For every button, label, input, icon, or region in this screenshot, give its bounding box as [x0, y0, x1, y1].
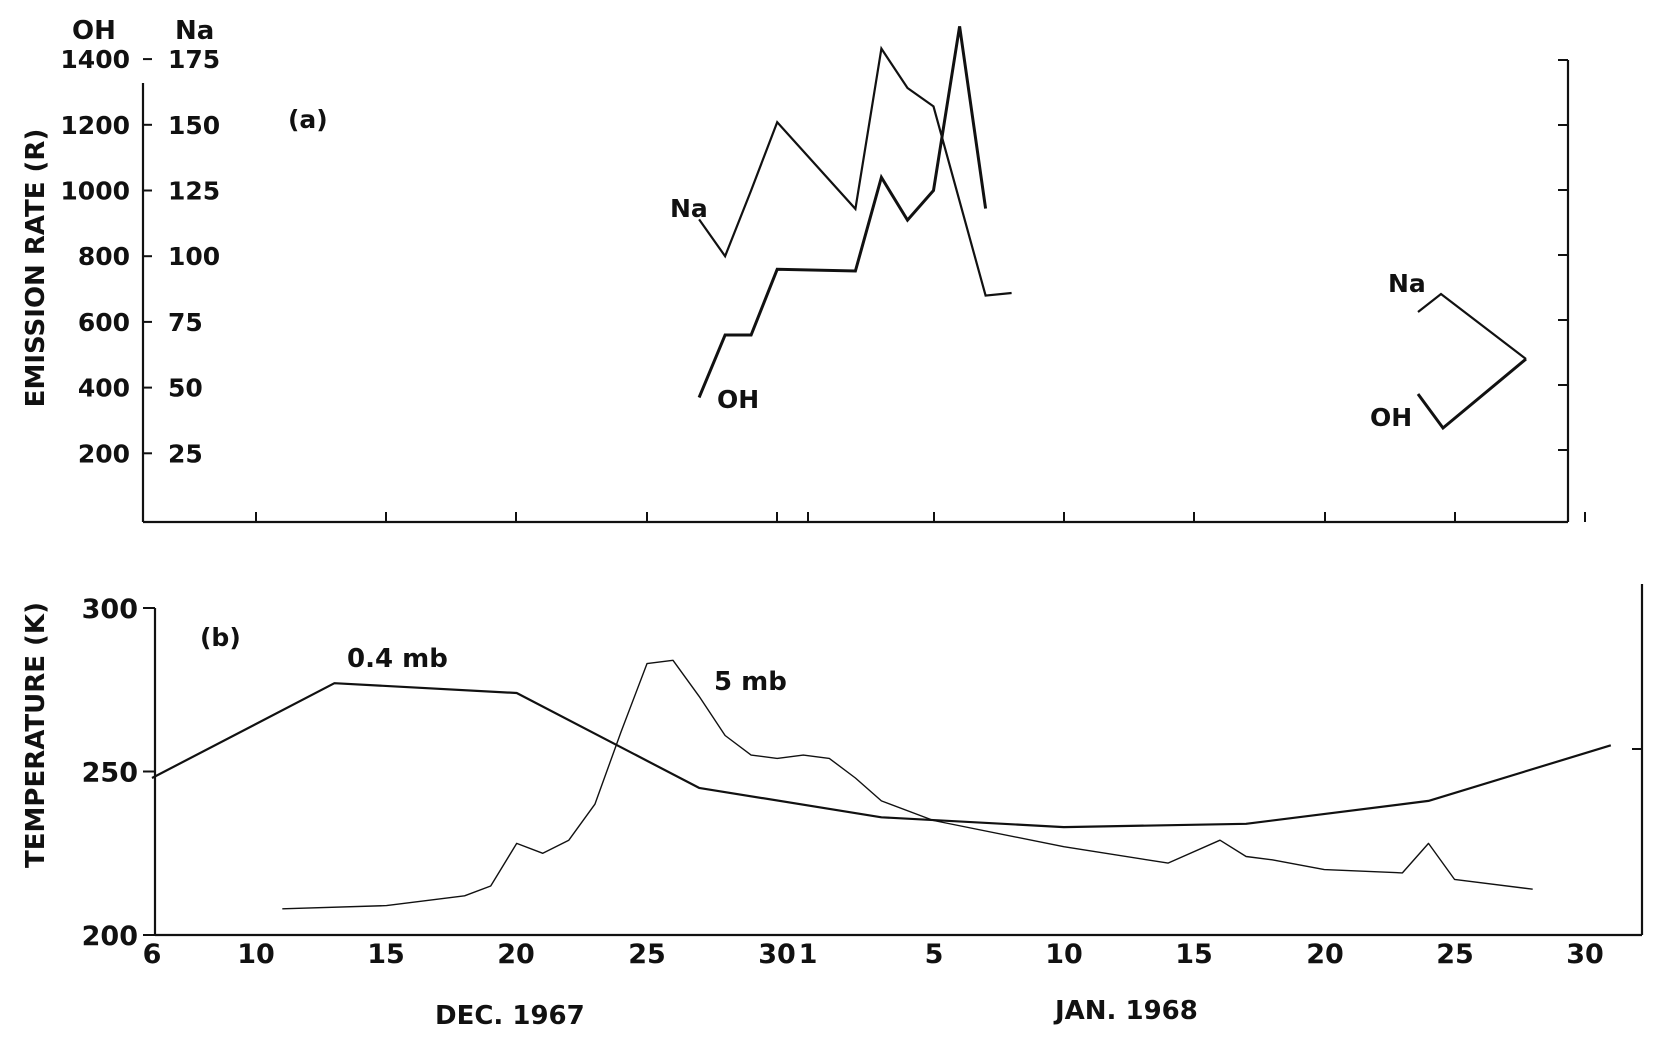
month-label-dec: DEC. 1967	[435, 1001, 585, 1031]
annotation-na: Na	[670, 194, 708, 223]
oh-tick-200: 200	[78, 439, 130, 468]
annotation-0-4mb: 0.4 mb	[347, 644, 448, 674]
na-tick-175: 175	[168, 45, 220, 74]
na-tick-125: 125	[168, 177, 220, 206]
series-line-5mb	[282, 659, 1533, 910]
x-tick-6: 1	[799, 939, 818, 970]
panel-a-axes	[141, 58, 1586, 524]
key-na-line	[1417, 292, 1527, 360]
panel-b-label: (b)	[200, 623, 241, 652]
x-tick-5: 30	[758, 939, 796, 970]
na-tick-150: 150	[168, 111, 220, 140]
series-line-oh	[697, 26, 988, 399]
oh-tick-600: 600	[78, 308, 130, 337]
x-tick-3: 20	[497, 939, 535, 970]
oh-tick-1200: 1200	[60, 111, 130, 140]
x-tick-11: 25	[1436, 939, 1474, 970]
x-tick-1: 10	[237, 939, 275, 970]
emission-rate-axis-label: EMISSION RATE (R)	[21, 129, 51, 408]
x-tick-4: 25	[628, 939, 666, 970]
oh-tick-1400: 1400	[60, 45, 130, 74]
panel-b-series	[151, 659, 1612, 910]
key-na-label: Na	[1388, 269, 1426, 298]
oh-tick-400: 400	[78, 374, 130, 403]
panel-a-annotations: Na OH	[670, 194, 759, 414]
x-tick-12: 30	[1566, 939, 1604, 970]
na-tick-50: 50	[168, 374, 203, 403]
panel-b-axes	[143, 584, 1644, 937]
x-tick-7: 5	[925, 939, 944, 970]
panel-a-series	[697, 26, 1012, 399]
temperature-tick-labels: 300 250 200	[82, 594, 138, 952]
x-tick-8: 10	[1045, 939, 1083, 970]
temperature-tick-250: 250	[82, 758, 138, 789]
series-line-na	[698, 45, 1012, 297]
month-label-jan: JAN. 1968	[1053, 996, 1198, 1026]
series-line-0-4mb	[151, 682, 1612, 829]
panel-a-key: Na OH	[1370, 269, 1527, 432]
temperature-tick-200: 200	[82, 921, 138, 952]
x-tick-10: 20	[1306, 939, 1344, 970]
na-axis-header: Na	[175, 16, 214, 46]
x-tick-0: 6	[143, 939, 162, 970]
x-tick-9: 15	[1175, 939, 1213, 970]
panel-a: OH Na (a) EMISSION RATE (R) 1400 1200 1000…	[21, 16, 1586, 524]
na-tick-25: 25	[168, 439, 203, 468]
panel-b: (b) TEMPERATURE (K) 300 250 200 0.4 mb 5 mb	[21, 584, 1644, 952]
panel-b-annotations: 0.4 mb 5 mb	[347, 644, 787, 697]
temperature-axis-label: TEMPERATURE (K)	[21, 602, 51, 868]
annotation-5mb: 5 mb	[714, 667, 787, 697]
annotation-oh: OH	[717, 385, 759, 414]
x-tick-labels: 6 10 15 20 25 30 1 5 10 15 20 25 30	[143, 939, 1604, 970]
x-tick-2: 15	[367, 939, 405, 970]
na-tick-75: 75	[168, 308, 203, 337]
key-oh-label: OH	[1370, 403, 1412, 432]
oh-tick-800: 800	[78, 242, 130, 271]
na-tick-labels: 175 150 125 100 75 50 25	[168, 45, 220, 468]
oh-axis-header: OH	[72, 16, 116, 46]
na-tick-100: 100	[168, 242, 220, 271]
panel-a-label: (a)	[288, 105, 328, 134]
key-oh-line	[1416, 357, 1527, 431]
temperature-tick-300: 300	[82, 594, 138, 625]
oh-tick-labels: 1400 1200 1000 800 600 400 200	[60, 45, 130, 468]
oh-tick-1000: 1000	[60, 177, 130, 206]
